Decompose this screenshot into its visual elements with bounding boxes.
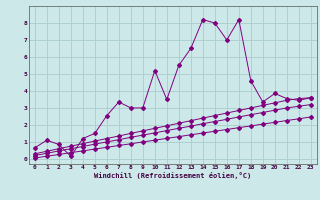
X-axis label: Windchill (Refroidissement éolien,°C): Windchill (Refroidissement éolien,°C) (94, 172, 252, 179)
